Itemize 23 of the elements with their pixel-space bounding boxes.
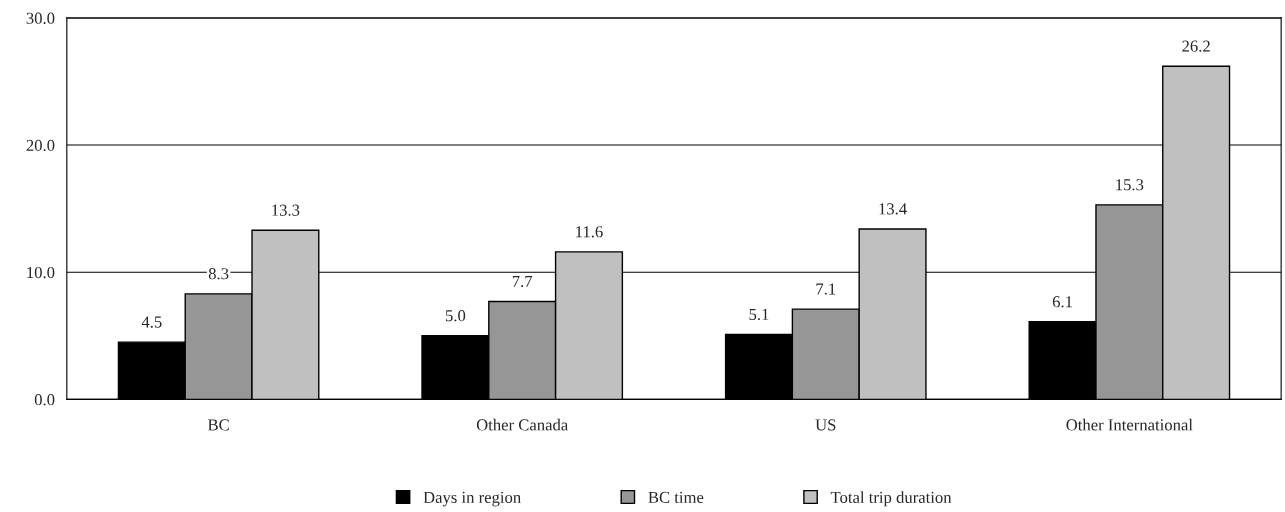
data-label: 11.6	[576, 226, 603, 238]
x-tick-label: US	[815, 419, 836, 431]
x-tick-label: BC	[207, 419, 229, 431]
data-label: 13.4	[879, 203, 907, 215]
x-tick-label: Other Canada	[476, 418, 569, 431]
legend-label: Days in region	[423, 491, 521, 507]
data-label: 13.3	[272, 204, 300, 216]
data-label: 26.2	[1182, 40, 1210, 52]
x-tick-label: Other International	[1066, 418, 1193, 431]
y-tick-label: 20.0	[26, 139, 55, 152]
y-tick-label: 10.0	[27, 266, 55, 279]
data-label: 6.1	[1052, 296, 1072, 308]
data-label: 8.3	[208, 268, 229, 280]
data-label: 5.1	[749, 308, 769, 321]
data-label: 15.3	[1116, 179, 1144, 191]
data-label: 7.7	[512, 275, 533, 288]
data-label: 5.0	[445, 310, 466, 322]
data-label: 7.1	[816, 283, 836, 295]
legend-label: BC time	[648, 491, 704, 503]
y-tick-label: 0.0	[34, 394, 55, 406]
y-tick-label: 30.0	[26, 12, 55, 24]
data-label: 4.5	[141, 316, 162, 328]
legend-label: Total trip duration	[830, 491, 952, 507]
